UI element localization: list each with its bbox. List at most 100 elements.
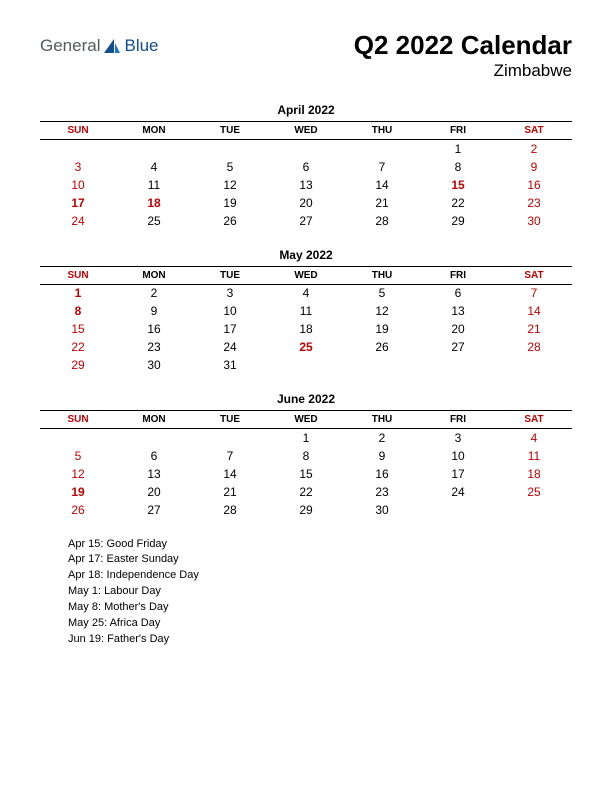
calendar-cell: 31 — [192, 356, 268, 374]
calendar-cell — [116, 429, 192, 447]
calendar-cell: 7 — [496, 284, 572, 302]
calendar-cell: 13 — [116, 465, 192, 483]
day-header: THU — [344, 122, 420, 140]
calendar-cell: 16 — [344, 465, 420, 483]
holidays-list: Apr 15: Good FridayApr 17: Easter Sunday… — [40, 537, 572, 649]
day-header: TUE — [192, 122, 268, 140]
calendar-row: 2627282930 — [40, 501, 572, 519]
calendar-cell: 25 — [268, 338, 344, 356]
calendar-cell: 14 — [192, 465, 268, 483]
calendar-cell: 9 — [116, 302, 192, 320]
calendar-cell: 30 — [116, 356, 192, 374]
calendar-cell: 10 — [192, 302, 268, 320]
calendar-row: 891011121314 — [40, 302, 572, 320]
calendar-cell: 13 — [420, 302, 496, 320]
calendar-cell: 20 — [116, 483, 192, 501]
month-title: April 2022 — [40, 103, 572, 117]
calendar-table: SUNMONTUEWEDTHUFRISAT1234567891011121314… — [40, 121, 572, 230]
day-header: MON — [116, 266, 192, 284]
calendar-cell: 19 — [40, 483, 116, 501]
calendar-cell: 26 — [344, 338, 420, 356]
calendar-cell: 20 — [420, 320, 496, 338]
calendar-cell: 21 — [496, 320, 572, 338]
calendar-cell: 19 — [192, 194, 268, 212]
day-header: THU — [344, 411, 420, 429]
logo-text-general: General — [40, 36, 100, 56]
calendar-cell: 18 — [268, 320, 344, 338]
calendar-cell — [268, 356, 344, 374]
day-header: WED — [268, 122, 344, 140]
logo-text-blue: Blue — [124, 36, 158, 56]
calendar-cell: 1 — [268, 429, 344, 447]
calendar-cell: 3 — [40, 158, 116, 176]
day-header: FRI — [420, 266, 496, 284]
calendar-cell: 23 — [344, 483, 420, 501]
calendar-cell: 1 — [420, 140, 496, 158]
page-subtitle: Zimbabwe — [354, 61, 572, 81]
calendar-cell: 18 — [116, 194, 192, 212]
calendar-cell: 15 — [40, 320, 116, 338]
calendar-cell: 22 — [40, 338, 116, 356]
calendar-cell: 2 — [344, 429, 420, 447]
day-header: THU — [344, 266, 420, 284]
calendar-cell: 11 — [268, 302, 344, 320]
calendar-cell: 17 — [40, 194, 116, 212]
calendar-row: 15161718192021 — [40, 320, 572, 338]
calendar-cell: 30 — [496, 212, 572, 230]
calendar-cell — [344, 356, 420, 374]
calendar-cell: 27 — [420, 338, 496, 356]
calendar-cell: 15 — [420, 176, 496, 194]
calendar-cell: 3 — [192, 284, 268, 302]
calendar-cell: 2 — [496, 140, 572, 158]
calendar-cell: 15 — [268, 465, 344, 483]
calendar-cell: 9 — [496, 158, 572, 176]
calendar-row: 1234 — [40, 429, 572, 447]
calendar-cell: 19 — [344, 320, 420, 338]
calendar-cell: 16 — [116, 320, 192, 338]
day-header: FRI — [420, 411, 496, 429]
calendar-cell: 23 — [116, 338, 192, 356]
calendar-cell — [40, 429, 116, 447]
calendar-cell: 12 — [40, 465, 116, 483]
calendar-cell: 29 — [268, 501, 344, 519]
calendar-cell: 11 — [116, 176, 192, 194]
calendar-cell — [344, 140, 420, 158]
calendar-cell: 14 — [344, 176, 420, 194]
calendar-cell: 24 — [192, 338, 268, 356]
calendar-cell — [420, 501, 496, 519]
calendar-cell: 22 — [268, 483, 344, 501]
holiday-item: Apr 18: Independence Day — [68, 568, 572, 584]
calendar-row: 567891011 — [40, 447, 572, 465]
calendar-cell — [268, 140, 344, 158]
month-title: May 2022 — [40, 248, 572, 262]
holiday-item: May 25: Africa Day — [68, 616, 572, 632]
day-header: WED — [268, 266, 344, 284]
calendar-cell: 5 — [40, 447, 116, 465]
calendar-cell: 26 — [192, 212, 268, 230]
calendar-row: 24252627282930 — [40, 212, 572, 230]
calendar-cell — [116, 140, 192, 158]
calendar-cell: 26 — [40, 501, 116, 519]
sail-icon — [102, 37, 122, 55]
day-header: SUN — [40, 411, 116, 429]
calendar-cell: 4 — [496, 429, 572, 447]
holiday-item: May 1: Labour Day — [68, 584, 572, 600]
calendar-cell: 28 — [192, 501, 268, 519]
calendar-cell: 6 — [420, 284, 496, 302]
calendar-cell: 13 — [268, 176, 344, 194]
page-title: Q2 2022 Calendar — [354, 30, 572, 61]
calendar-cell: 27 — [116, 501, 192, 519]
day-header: TUE — [192, 411, 268, 429]
day-header: SUN — [40, 122, 116, 140]
calendar-cell: 28 — [344, 212, 420, 230]
calendar-row: 22232425262728 — [40, 338, 572, 356]
day-header: FRI — [420, 122, 496, 140]
holiday-item: Apr 17: Easter Sunday — [68, 552, 572, 568]
calendar-cell: 4 — [116, 158, 192, 176]
calendar-cell: 25 — [496, 483, 572, 501]
holiday-item: Apr 15: Good Friday — [68, 537, 572, 553]
calendar-cell: 30 — [344, 501, 420, 519]
calendar-cell: 17 — [420, 465, 496, 483]
month-block: June 2022SUNMONTUEWEDTHUFRISAT1234567891… — [40, 392, 572, 519]
header-row: General Blue Q2 2022 Calendar Zimbabwe — [40, 30, 572, 81]
